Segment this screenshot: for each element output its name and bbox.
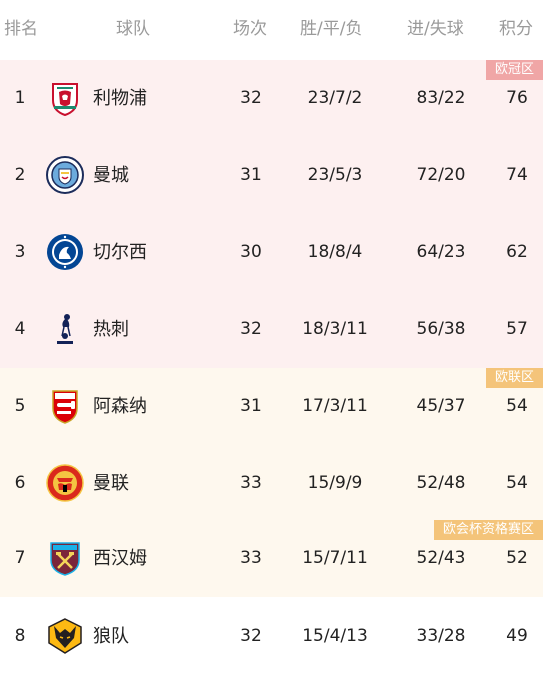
row-wdl: 15/9/9 (307, 473, 363, 493)
row-goals: 56/38 (416, 319, 466, 339)
row-goals: 83/22 (416, 88, 466, 108)
row-goals: 52/43 (416, 548, 466, 568)
table-row[interactable]: 8 狼队 32 15/4/13 33/28 49 (0, 598, 543, 675)
row-played: 32 (240, 88, 262, 108)
team-name: 利物浦 (93, 88, 147, 109)
row-played: 33 (240, 473, 262, 493)
header-goals: 进/失球 (407, 19, 464, 39)
arsenal-crest-icon (45, 386, 85, 426)
row-goals: 45/37 (416, 396, 466, 416)
row-played: 30 (240, 242, 262, 262)
header-points: 积分 (499, 19, 533, 39)
row-rank: 5 (14, 396, 26, 416)
tottenham-crest-icon (45, 309, 85, 349)
header-rank: 排名 (4, 19, 38, 39)
champions-league-zone-tag: 欧冠区 (485, 60, 543, 80)
row-wdl: 15/4/13 (302, 626, 368, 646)
table-row[interactable]: 欧会杯资格赛区 7 西汉姆 33 15/7/11 52/43 52 (0, 520, 543, 597)
row-wdl: 18/8/4 (307, 242, 363, 262)
table-row[interactable]: 欧联区 5 阿森纳 31 17/3/11 45/37 54 (0, 368, 543, 445)
row-rank: 1 (14, 88, 26, 108)
header-wdl: 胜/平/负 (300, 19, 363, 39)
row-points: 54 (506, 396, 528, 416)
row-goals: 52/48 (416, 473, 466, 493)
row-points: 57 (506, 319, 528, 339)
row-rank: 7 (14, 548, 26, 568)
team-name: 切尔西 (93, 242, 147, 263)
table-header: 排名 球队 场次 胜/平/负 进/失球 积分 (0, 0, 543, 58)
row-played: 31 (240, 165, 262, 185)
row-wdl: 23/7/2 (307, 88, 363, 108)
row-points: 49 (506, 626, 528, 646)
row-rank: 6 (14, 473, 26, 493)
row-played: 31 (240, 396, 262, 416)
row-played: 32 (240, 319, 262, 339)
row-points: 76 (506, 88, 528, 108)
man-united-crest-icon (45, 463, 85, 503)
west-ham-crest-icon (45, 538, 85, 578)
team-name: 热刺 (93, 319, 129, 340)
row-rank: 3 (14, 242, 26, 262)
row-points: 52 (506, 548, 528, 568)
table-row[interactable]: 2 曼城 31 23/5/3 72/20 74 (0, 137, 543, 214)
row-rank: 8 (14, 626, 26, 646)
team-name: 狼队 (93, 626, 129, 647)
liverpool-crest-icon (45, 78, 85, 118)
row-wdl: 15/7/11 (302, 548, 368, 568)
row-played: 33 (240, 548, 262, 568)
team-name: 阿森纳 (93, 396, 147, 417)
man-city-crest-icon (45, 155, 85, 195)
row-points: 74 (506, 165, 528, 185)
team-name: 西汉姆 (93, 548, 147, 569)
row-goals: 33/28 (416, 626, 466, 646)
row-wdl: 17/3/11 (302, 396, 368, 416)
table-row[interactable]: 4 热刺 32 18/3/11 56/38 57 (0, 291, 543, 368)
conference-league-zone-tag: 欧会杯资格赛区 (433, 520, 543, 540)
row-points: 54 (506, 473, 528, 493)
row-rank: 4 (14, 319, 26, 339)
europa-league-zone-tag: 欧联区 (485, 368, 543, 388)
wolves-crest-icon (45, 616, 85, 656)
row-points: 62 (506, 242, 528, 262)
table-row[interactable]: 欧冠区 1 利物浦 32 23/7/2 83/22 76 (0, 60, 543, 137)
row-goals: 72/20 (416, 165, 466, 185)
team-name: 曼城 (93, 165, 129, 186)
table-row[interactable]: 3 切尔西 30 18/8/4 64/23 62 (0, 214, 543, 291)
table-row[interactable]: 6 曼联 33 15/9/9 52/48 54 (0, 445, 543, 522)
header-played: 场次 (233, 19, 267, 39)
chelsea-crest-icon (45, 232, 85, 272)
row-wdl: 23/5/3 (307, 165, 363, 185)
row-played: 32 (240, 626, 262, 646)
row-rank: 2 (14, 165, 26, 185)
header-team: 球队 (116, 19, 150, 39)
team-name: 曼联 (93, 473, 129, 494)
row-goals: 64/23 (416, 242, 466, 262)
row-wdl: 18/3/11 (302, 319, 368, 339)
